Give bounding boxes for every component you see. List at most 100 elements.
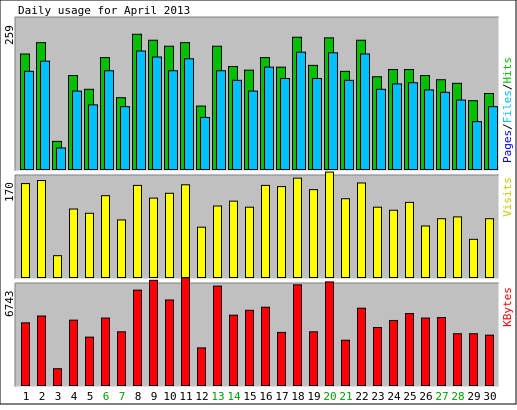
visits-bar-day-23: [373, 206, 382, 279]
day-label-19: 19: [307, 390, 320, 403]
files-bar-day-22: [360, 53, 370, 170]
files-bar-day-21: [344, 79, 354, 170]
visits-bar-day-17: [277, 186, 286, 278]
visits-bar-day-11: [181, 184, 190, 278]
visits-plot-frame: [15, 175, 499, 279]
files-bar-day-19: [312, 78, 322, 170]
day-label-22: 22: [355, 390, 368, 403]
files-bar-day-8: [136, 50, 146, 170]
kbytes-bar-day-17: [277, 331, 286, 386]
files-bar-day-10: [168, 70, 178, 170]
kbytes-bar-day-20: [325, 281, 334, 387]
files-bar-day-15: [248, 90, 258, 170]
visits-bar-day-29: [469, 238, 478, 278]
files-bar-day-23: [376, 88, 386, 170]
files-bar-day-26: [424, 89, 434, 170]
kbytes-bar-day-5: [85, 336, 94, 386]
day-label-26: 26: [419, 390, 432, 403]
day-label-28: 28: [451, 390, 464, 403]
visits-bar-day-5: [85, 212, 94, 278]
kbytes-bar-day-14: [229, 314, 238, 387]
day-axis-labels: 1 2 3 4 5 6 7 8 9 10 11 12 13 14 15 16 17 18 19 20 21 22 23 24 2…: [23, 390, 497, 403]
kbytes-bar-day-6: [101, 317, 110, 386]
day-label-8: 8: [135, 390, 142, 403]
visits-bar-day-20: [325, 171, 334, 279]
visits-bar-day-1: [21, 183, 30, 279]
chart-title: Daily usage for April 2013: [18, 4, 190, 17]
kbytes-bar-day-1: [21, 322, 30, 387]
files-bar-day-16: [264, 66, 274, 170]
day-label-3: 3: [55, 390, 62, 403]
day-label-16: 16: [259, 390, 272, 403]
day-label-18: 18: [291, 390, 304, 403]
day-label-5: 5: [87, 390, 94, 403]
day-label-12: 12: [195, 390, 208, 403]
day-label-6: 6: [103, 390, 110, 403]
visits-bar-day-27: [437, 218, 446, 279]
visits-bar-day-8: [133, 184, 142, 278]
legend-sep-2: /: [501, 84, 514, 91]
visits-bar-day-25: [405, 201, 414, 278]
files-bar-day-30: [488, 106, 498, 170]
visits-bar-day-15: [245, 206, 254, 279]
visits-bar-day-4: [69, 208, 78, 278]
files-bar-day-13: [216, 70, 226, 170]
kbytes-bar-day-26: [421, 317, 430, 386]
files-bar-day-18: [296, 51, 306, 170]
kbytes-bar-day-3: [53, 368, 62, 387]
visits-bar-day-26: [421, 225, 430, 278]
visits-bar-day-28: [453, 216, 462, 278]
kbytes-bar-day-27: [437, 317, 446, 386]
kbytes-bar-day-22: [357, 307, 366, 387]
hits-files-max-label: 259: [3, 25, 16, 45]
files-bar-day-25: [408, 82, 418, 170]
day-label-17: 17: [275, 390, 288, 403]
kbytes-bar-day-12: [197, 347, 206, 386]
kbytes-bar-day-4: [69, 319, 78, 386]
kbytes-bar-day-10: [165, 299, 174, 386]
visits-bar-day-19: [309, 189, 318, 279]
kbytes-bar-day-23: [373, 327, 382, 387]
visits-panel: 170 Visits: [3, 171, 514, 280]
kbytes-bar-day-8: [133, 289, 142, 386]
files-bar-day-11: [184, 58, 194, 170]
kbytes-bar-day-13: [213, 285, 222, 387]
files-bar-day-3: [56, 147, 66, 170]
legend-hits: Hits: [501, 57, 514, 84]
visits-bar-day-12: [197, 226, 206, 278]
day-label-11: 11: [179, 390, 192, 403]
day-label-10: 10: [163, 390, 176, 403]
files-bar-day-24: [392, 83, 402, 170]
files-bar-day-6: [104, 70, 114, 170]
day-label-25: 25: [403, 390, 416, 403]
kbytes-bar-day-24: [389, 319, 398, 387]
day-label-4: 4: [71, 390, 78, 403]
kbytes-legend: KBytes: [501, 287, 514, 327]
day-label-27: 27: [435, 390, 448, 403]
legend-files: Files: [501, 90, 514, 123]
visits-bar-day-14: [229, 200, 238, 279]
visits-bar-day-7: [117, 219, 126, 278]
visits-bar-day-30: [485, 218, 494, 279]
day-label-24: 24: [387, 390, 401, 403]
visits-bar-day-21: [341, 198, 350, 278]
hits-files-bars: [20, 33, 498, 171]
kbytes-bar-day-11: [181, 277, 190, 387]
hits-files-legend: Pages/Files/Hits: [501, 57, 514, 163]
files-bar-day-4: [72, 90, 82, 170]
visits-legend: Visits: [501, 177, 514, 217]
files-bar-day-14: [232, 79, 242, 170]
visits-bar-day-16: [261, 184, 270, 278]
files-bar-day-9: [152, 56, 162, 170]
kbytes-plot-frame: [15, 283, 499, 387]
kbytes-bar-day-29: [469, 333, 478, 387]
kbytes-panel: 6743 KBytes: [3, 277, 514, 388]
day-label-29: 29: [467, 390, 480, 403]
visits-bar-day-3: [53, 255, 62, 278]
files-bar-day-17: [280, 78, 290, 170]
hits-files-panel: 259 Pages/Files/Hits: [3, 16, 514, 172]
visits-bar-day-2: [37, 180, 46, 278]
files-bar-day-28: [456, 99, 466, 170]
